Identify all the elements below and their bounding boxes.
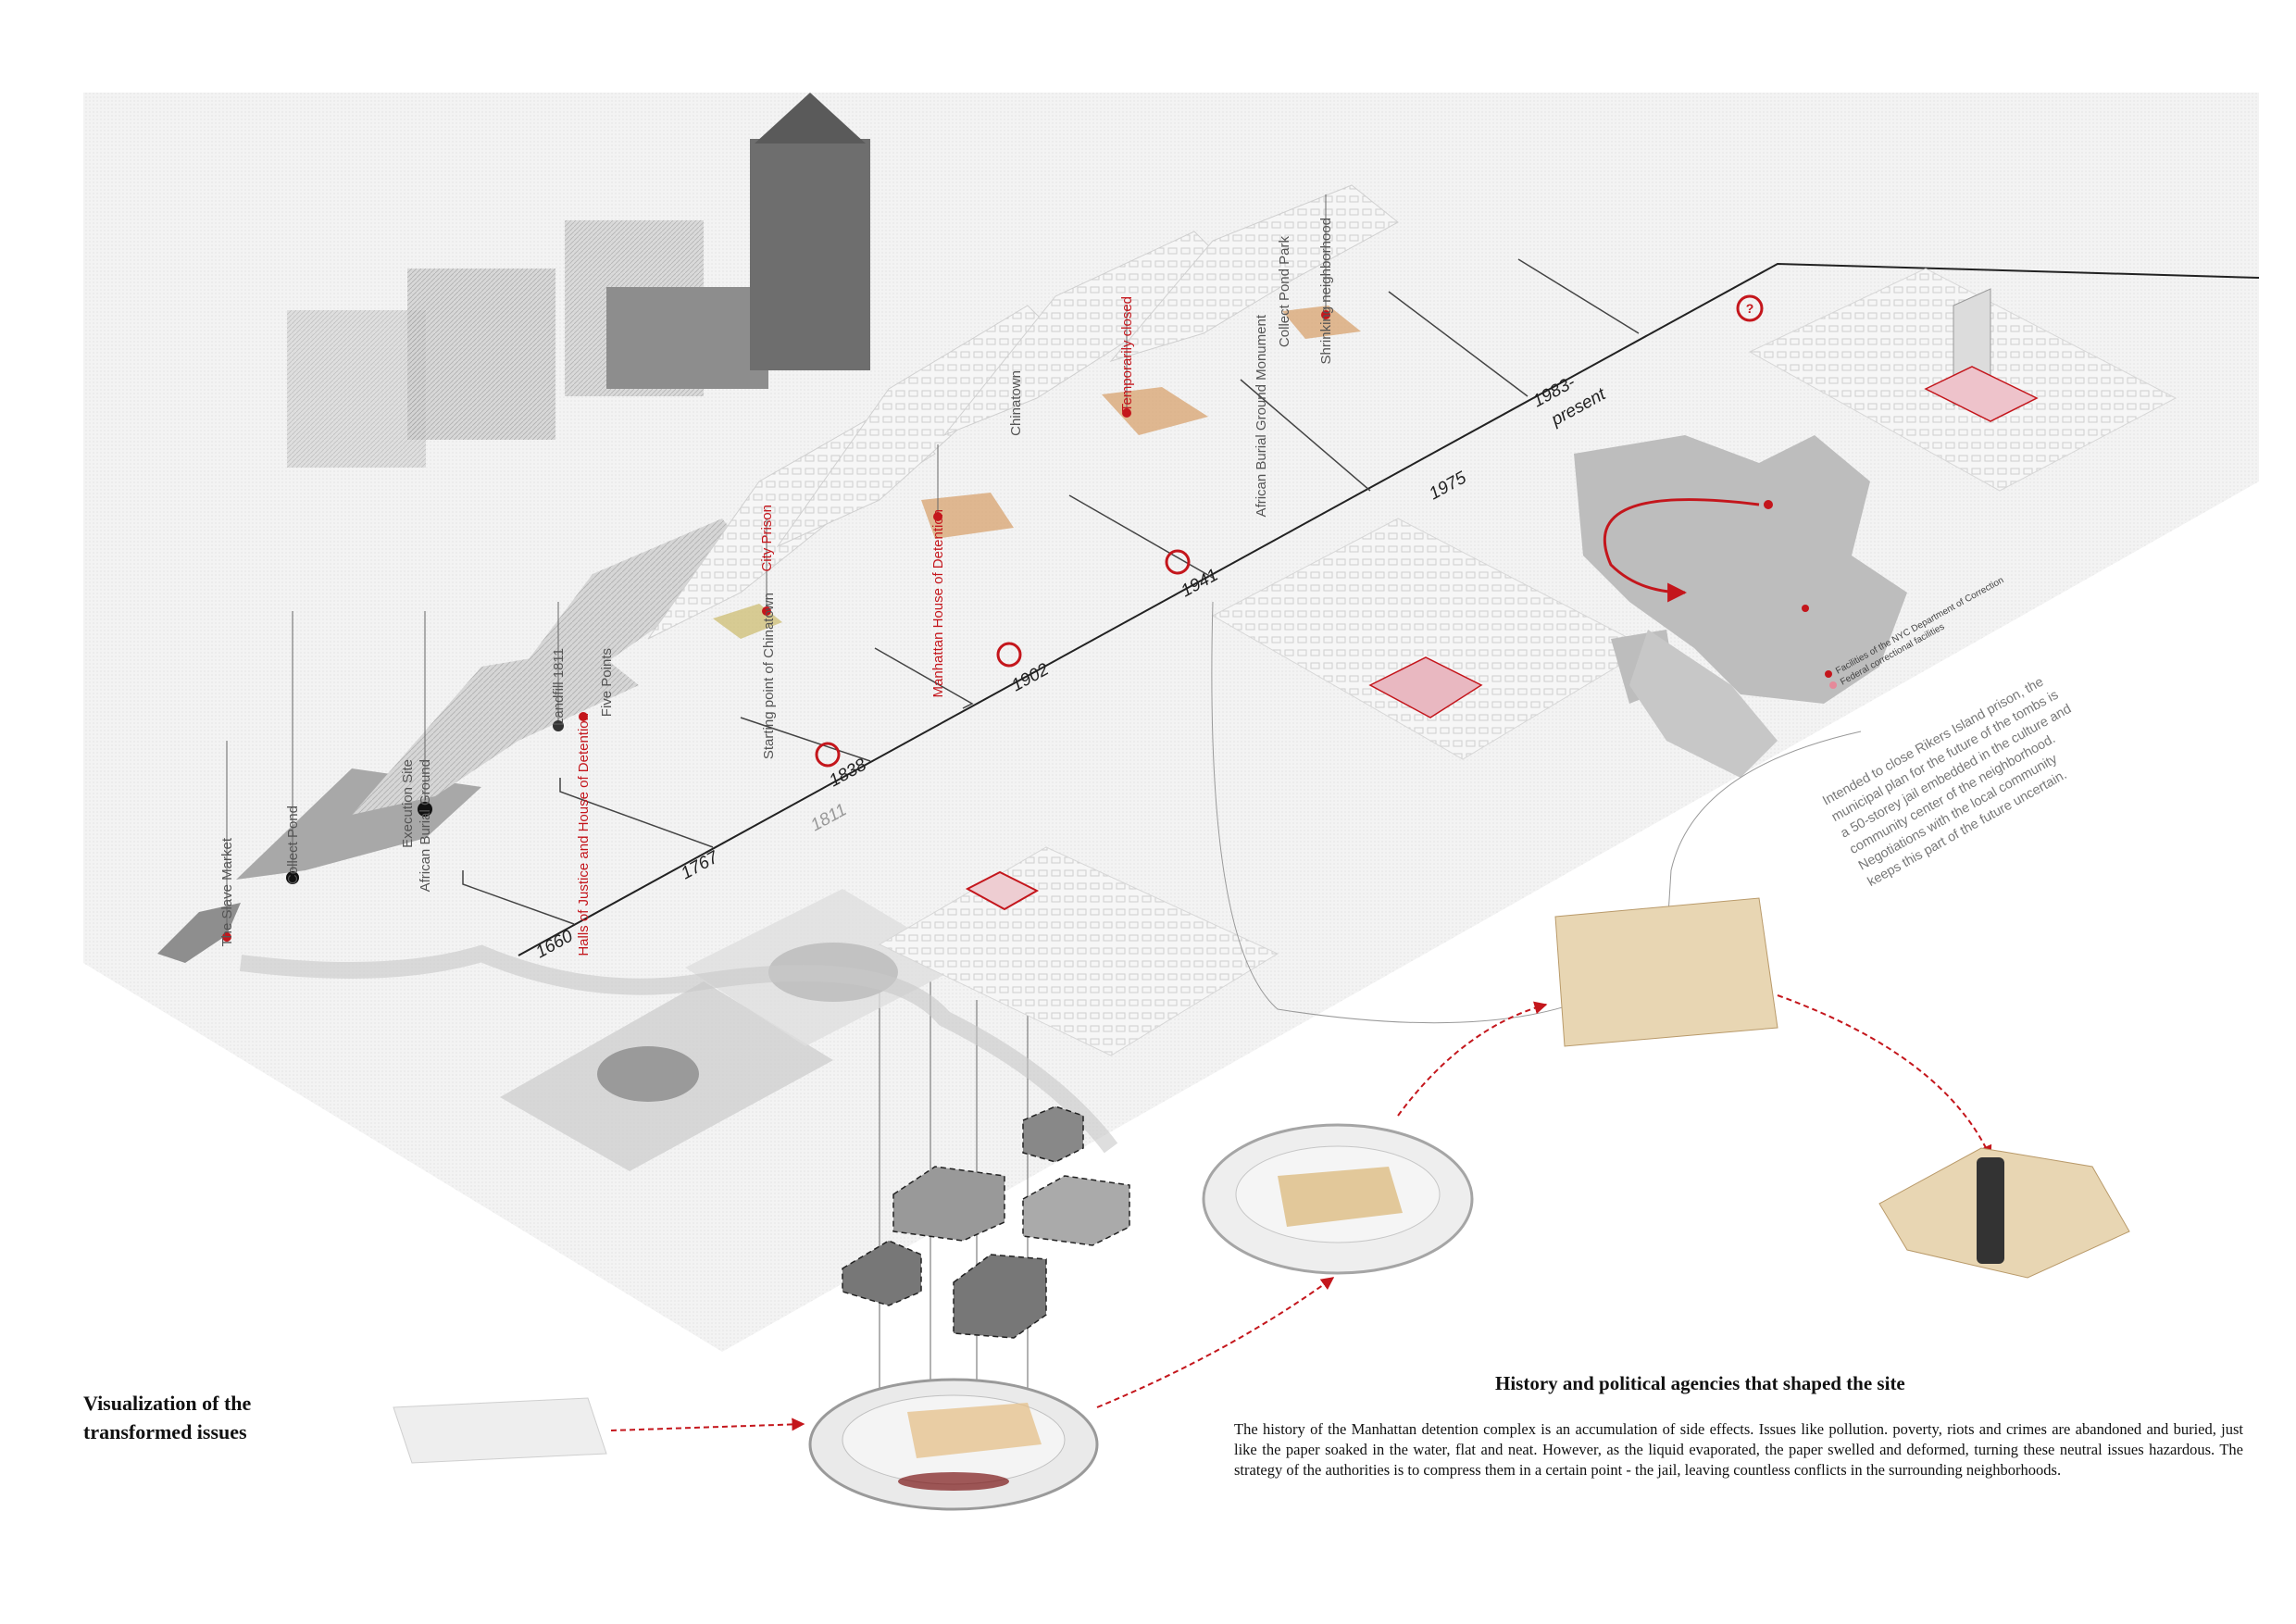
arrow-stack-to-clamp (1777, 994, 1992, 1159)
site-markers (222, 310, 1330, 942)
engraving-collect-pond (287, 310, 426, 468)
legend-swatch-nyc (1825, 670, 1832, 678)
label-city-prison: City Prison (759, 505, 775, 572)
liquid-stain (898, 1472, 1009, 1491)
nyc-map-brooklyn (1629, 630, 1778, 778)
label-chinatown: Chinatown (1008, 370, 1024, 436)
label-collect-pond: Collect Pond (285, 806, 301, 884)
manhattan-map-1811 (352, 648, 639, 815)
brooklyn-facility (1802, 605, 1809, 612)
historical-images (287, 93, 870, 468)
marker-landfill (553, 720, 564, 731)
marker-halls-of-justice (579, 712, 588, 721)
site-highlight-1902 (921, 493, 1014, 539)
photo-hexagons (842, 1106, 1130, 1339)
island-maps (239, 889, 1118, 1171)
timeline-marker-1902 (996, 642, 1022, 668)
visualization-title: Visualization of the transformed issues (83, 1389, 380, 1446)
arrow-paper-to-dish (610, 1418, 805, 1431)
marker-collect-pond (286, 871, 299, 884)
paper-process (393, 897, 2130, 1511)
photo-city-prison (750, 139, 870, 370)
marker-city-prison (762, 606, 771, 616)
timeline-marker-1941 (1165, 549, 1191, 575)
label-burial-monument: African Burial Ground Monument (1254, 314, 1269, 517)
marker-closed (1122, 408, 1131, 418)
dry-paper (1278, 1167, 1403, 1227)
label-slave-market: The Slave Market (219, 837, 235, 946)
site-highlight-1983 (1282, 306, 1361, 339)
island-trees (597, 1046, 699, 1102)
future-site-highlight (1924, 366, 2039, 422)
timeline-axis (518, 262, 2260, 956)
label-halls-of-justice: Halls of Justice and House of Detention (576, 713, 592, 956)
soaked-paper (907, 1403, 1042, 1458)
label-starting-chinatown: Starting point of Chinatown (761, 593, 777, 759)
tombs-building (965, 870, 1040, 911)
photo-hex-3 (953, 1254, 1047, 1339)
marker-collect-park (1321, 310, 1330, 319)
photo-hex-1 (842, 1240, 922, 1306)
photo-hex-5 (1022, 1175, 1130, 1246)
rikers-facility (1764, 500, 1773, 509)
label-temporarily-closed: Temporarily closed (1119, 296, 1135, 412)
label-execution-site: Execution Site (400, 759, 416, 848)
detention-building-1941 (1368, 656, 1483, 718)
history-title: History and political agencies that shap… (1495, 1372, 1905, 1394)
label-manhattan-detention: Manhattan House of Detention (930, 509, 946, 697)
visualization-title-line-2: transformed issues (83, 1420, 247, 1443)
arrow-dish-to-dry (1096, 1277, 1335, 1408)
photo-halls-of-justice (606, 287, 768, 389)
iso-city-block-1838 (878, 846, 1279, 1056)
timeline-marker-1838 (815, 742, 841, 768)
site-highlight-1941 (1102, 387, 1208, 435)
engraving-burial-ground (407, 269, 555, 440)
marker-slave-market (222, 932, 231, 942)
manhattan-map-1660 (157, 903, 241, 963)
label-landfill: Landfill 1811 (551, 648, 567, 726)
photo-city-prison-roof (755, 93, 866, 144)
connector-curve (1211, 601, 1862, 1024)
label-five-points: Five Points (599, 648, 615, 717)
arrow-dish-to-stack (1397, 1001, 1548, 1117)
river-outline (239, 944, 1118, 1154)
iso-city-block-1941 (1211, 518, 1650, 760)
marker-burial-ground (418, 802, 432, 817)
iso-city-block-future (1748, 268, 2177, 492)
timeline-markers: ? (815, 294, 1764, 768)
rikers-transfer-arc (1603, 498, 1760, 603)
photo-hex-2 (892, 1166, 1005, 1242)
future-marker-label: ? (1746, 301, 1754, 316)
nyc-facilities-map (1574, 435, 1907, 778)
legend-swatch-federal (1829, 681, 1837, 689)
label-african-burial-ground: African Burial Ground (418, 759, 433, 892)
site-leaders (226, 194, 1327, 1430)
photo-hex-4 (1022, 1106, 1084, 1163)
c-clamp (1977, 1157, 2004, 1264)
timeline-marker-future (1736, 294, 1764, 322)
label-collect-pond-park: Collect Pond Park (1277, 236, 1292, 348)
marker-manhattan-detention (933, 512, 942, 521)
manhattan-map-1838 (481, 518, 759, 722)
stacked-papers (1554, 897, 1778, 1047)
history-body: The history of the Manhattan detention c… (1234, 1420, 2243, 1479)
timeline-connectors (462, 258, 1640, 925)
label-shrinking-neighborhood: Shrinking neighborhood (1318, 218, 1334, 364)
site-label-group: The Slave Market Collect Pond Execution … (219, 218, 1334, 956)
visualization-title-line-1: Visualization of the (83, 1392, 252, 1415)
flat-paper (393, 1397, 607, 1464)
